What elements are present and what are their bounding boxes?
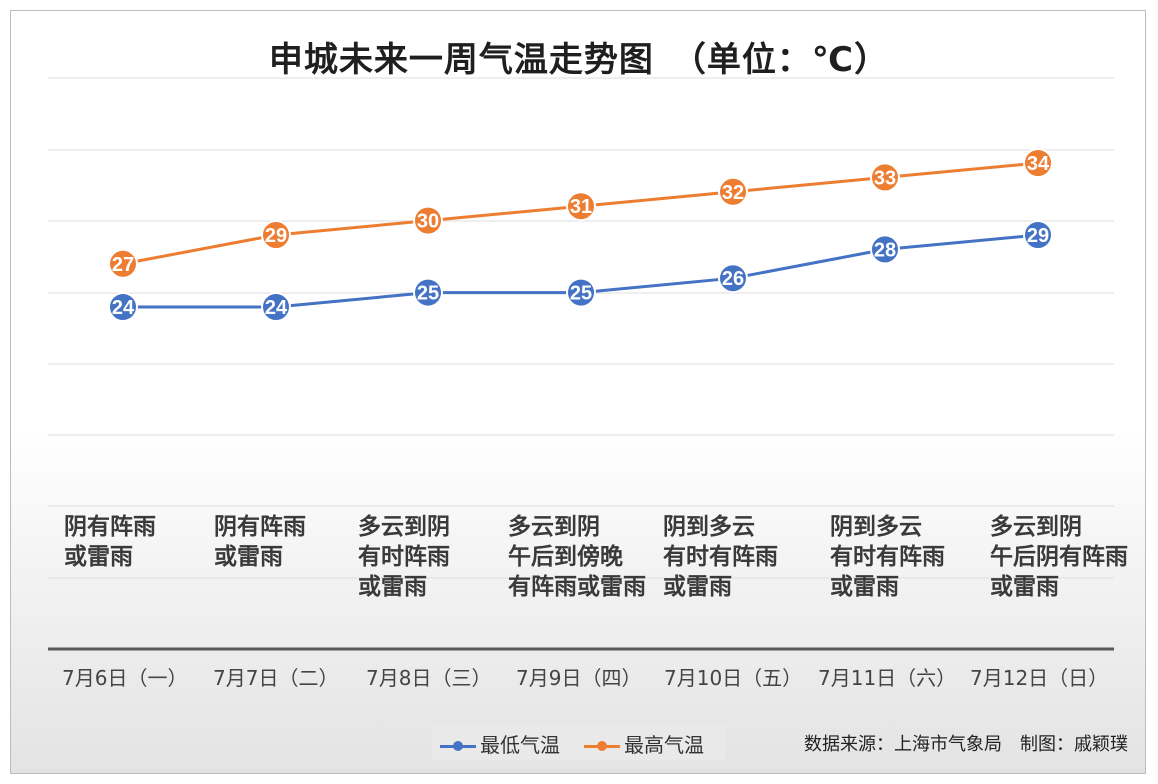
x-tick-label-5: 7月11日（六） [818,666,957,690]
weather-label-5: 阴到多云 有时有阵雨 或雷雨 [830,514,945,600]
point-low-6 [1023,220,1053,250]
x-tick-label-2: 7月8日（三） [366,666,492,690]
point-high-1 [261,220,291,250]
data-label-low-6: 29 [1027,225,1049,247]
source-credit: 数据来源：上海市气象局 制图：戚颖璞 [804,734,1128,755]
legend: 最低气温 最高气温 [432,724,726,760]
data-label-low-2: 25 [417,283,439,305]
point-low-4 [718,263,748,294]
point-low-5 [870,234,900,265]
weather-label-4: 阴到多云 有时有阵雨 或雷雨 [663,514,778,600]
point-high-6 [1023,148,1053,178]
x-tick-label-1: 7月7日（二） [213,666,339,690]
chart-frame [10,10,1146,774]
chart-title: 申城未来一周气温走势图 （单位：℃） [268,40,890,80]
data-label-high-3: 31 [570,196,592,218]
weather-label-3: 多云到阴 午后到傍晚 有阵雨或雷雨 [508,514,646,600]
data-label-low-3: 25 [570,283,592,305]
point-high-4 [718,176,748,207]
point-high-3 [566,191,596,222]
x-tick-label-0: 7月6日（一） [62,666,188,690]
weather-label-0: 阴有阵雨 或雷雨 [64,514,156,570]
point-low-1 [261,292,291,322]
legend-high-marker [584,741,620,751]
point-low-3 [566,277,596,308]
data-label-low-0: 24 [112,297,135,319]
legend-high-label: 最高气温 [624,733,704,757]
data-label-low-4: 26 [722,268,744,290]
weather-label-2: 多云到阴 有时阵雨 或雷雨 [358,514,450,600]
data-label-low-5: 28 [874,239,896,261]
x-tick-label-3: 7月9日（四） [516,666,642,690]
x-tick-label-6: 7月12日（日） [970,666,1109,690]
point-high-2 [413,205,443,236]
point-low-0 [108,292,138,322]
data-label-high-6: 34 [1027,153,1050,175]
data-label-high-1: 29 [265,225,287,247]
weather-label-6: 多云到阴 午后阴有阵雨 或雷雨 [990,514,1128,600]
legend-item-high: 最高气温 [584,729,704,758]
point-high-0 [108,248,138,279]
weather-label-1: 阴有阵雨 或雷雨 [214,514,306,570]
point-high-5 [870,162,900,193]
data-label-low-1: 24 [265,297,288,319]
data-label-high-4: 32 [722,182,744,204]
legend-low-label: 最低气温 [480,733,560,757]
legend-low-marker [440,741,476,751]
x-tick-label-4: 7月10日（五） [664,666,803,690]
data-label-high-5: 33 [874,167,896,189]
data-label-high-2: 30 [417,211,439,233]
point-low-2 [413,277,443,308]
data-label-high-0: 27 [112,254,134,276]
legend-item-low: 最低气温 [440,729,560,758]
